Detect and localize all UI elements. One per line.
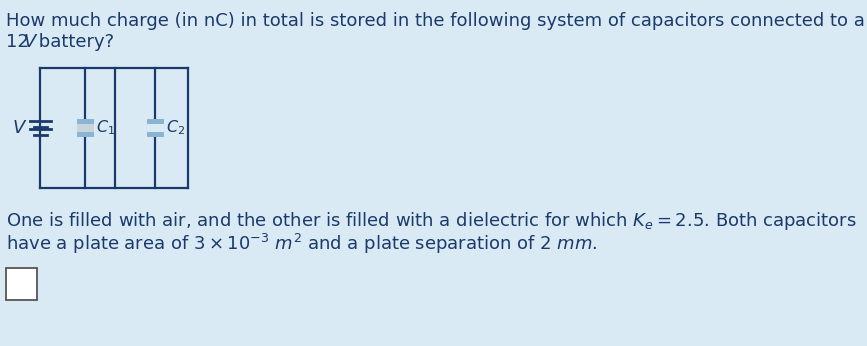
Bar — [147, 132, 164, 137]
Text: One is filled with air, and the other is filled with a dielectric for which $K_e: One is filled with air, and the other is… — [6, 210, 857, 232]
Text: have a plate area of $3 \times 10^{-3}$ $m^2$ and a plate separation of $2$ $mm$: have a plate area of $3 \times 10^{-3}$ … — [6, 232, 597, 256]
Text: How much charge (in nC) in total is stored in the following system of capacitors: How much charge (in nC) in total is stor… — [6, 12, 865, 30]
Text: 12: 12 — [6, 33, 35, 51]
Text: V: V — [12, 119, 25, 137]
Text: battery?: battery? — [34, 33, 114, 51]
Bar — [147, 119, 164, 124]
Text: V: V — [23, 33, 36, 51]
Bar — [77, 132, 94, 137]
Bar — [77, 119, 94, 124]
Text: $C_1$: $C_1$ — [96, 119, 115, 137]
Text: $C_2$: $C_2$ — [166, 119, 186, 137]
Bar — [6, 268, 37, 300]
Bar — [77, 124, 94, 132]
